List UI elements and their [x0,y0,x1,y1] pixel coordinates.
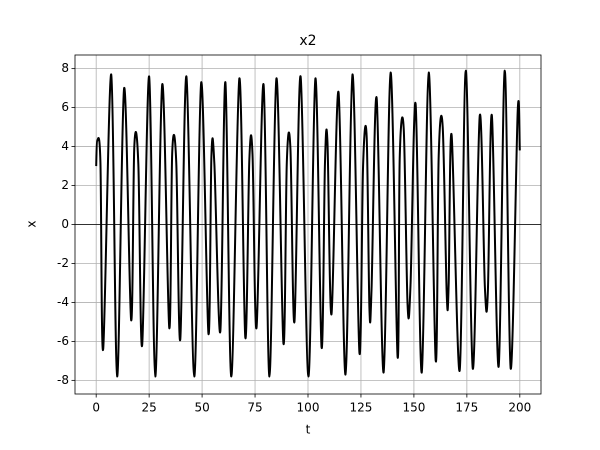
y-tick-label: 8 [61,61,69,75]
x-tick-label: 175 [455,401,478,415]
x-tick-label: 125 [350,401,373,415]
y-tick-label: -2 [57,256,69,270]
y-tick-label: -6 [57,334,69,348]
chart-title: x2 [299,33,316,49]
x-tick-label: 150 [402,401,425,415]
y-tick-label: 6 [61,100,69,114]
y-tick-label: 4 [61,139,69,153]
plot-frame [74,54,542,395]
x-tick-label: 25 [141,401,156,415]
x-tick-label: 100 [297,401,320,415]
x-tick-label: 200 [508,401,531,415]
y-tick-label: -8 [57,373,69,387]
y-tick-label: -4 [57,295,69,309]
data-line [95,69,521,378]
y-tick-label: 2 [61,178,69,192]
x-tick-label: 50 [194,401,209,415]
y-axis-label: x [25,220,39,227]
x-tick-label: 75 [247,401,262,415]
y-tick-label: 0 [61,217,69,231]
x-axis-label: t [306,423,311,437]
x-tick-label: 0 [92,401,100,415]
